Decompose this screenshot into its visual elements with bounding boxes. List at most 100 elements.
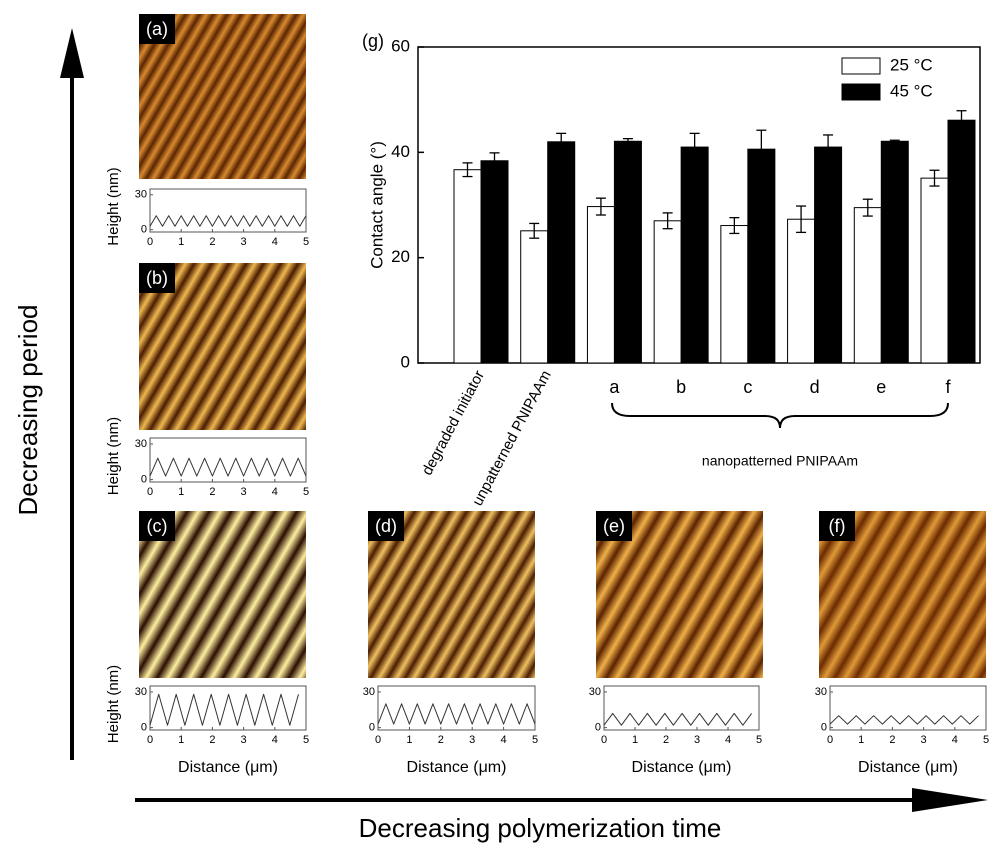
profile-frame — [149, 685, 307, 731]
y-tick-label: 30 — [135, 438, 147, 450]
x-tick-label: 4 — [952, 734, 958, 746]
bar — [880, 140, 909, 364]
x-tick-label: 2 — [889, 734, 895, 746]
bar — [547, 141, 576, 364]
x-tick-label: 5 — [303, 734, 309, 746]
y-axis-title: Height (nm) — [105, 665, 122, 743]
profile-frame — [149, 437, 307, 483]
x-tick-label: 1 — [406, 734, 412, 746]
profile-line — [829, 715, 979, 725]
y-tick-label: 0 — [369, 722, 375, 734]
x-tick-label: 0 — [147, 734, 153, 746]
profile-line — [149, 215, 307, 227]
profile-line — [149, 457, 307, 477]
x-tick-label: 5 — [303, 486, 309, 498]
bar — [920, 177, 949, 364]
bar — [680, 146, 709, 364]
x-tick-label: f — [945, 377, 951, 397]
x-tick-label: 2 — [209, 486, 215, 498]
profile-frame — [603, 685, 760, 731]
x-tick-label: unpatterned PNIPAAm — [469, 368, 555, 509]
y-tick-label: 30 — [135, 686, 147, 698]
panel-label-bg — [139, 14, 175, 44]
panel-label-bg — [819, 511, 855, 541]
x-tick-label: 2 — [209, 734, 215, 746]
bar — [480, 160, 509, 364]
bar — [586, 206, 615, 364]
bar — [520, 230, 549, 364]
x-tick-label: 4 — [272, 486, 278, 498]
y-tick-label: 60 — [391, 36, 410, 55]
panel-label: (b) — [146, 268, 168, 288]
y-axis-title: Height (nm) — [105, 417, 122, 495]
y-tick-label: 0 — [141, 474, 147, 486]
x-tick-label: a — [609, 377, 620, 397]
x-tick-label: 0 — [827, 734, 833, 746]
x-tick-label: 3 — [694, 734, 700, 746]
x-axis-title: Distance (μm) — [178, 759, 278, 776]
y-tick-label: 0 — [821, 722, 827, 734]
x-tick-label: 1 — [178, 486, 184, 498]
legend-label: 25 °C — [890, 55, 933, 74]
x-tick-label: b — [676, 377, 686, 397]
y-axis-title: Contact angle (°) — [367, 141, 386, 269]
y-tick-label: 0 — [595, 722, 601, 734]
x-tick-label: 1 — [178, 236, 184, 248]
y-tick-label: 30 — [135, 189, 147, 201]
panel-label: (e) — [603, 516, 625, 536]
y-tick-label: 0 — [401, 352, 410, 371]
panel-label: (c) — [147, 516, 168, 536]
x-tick-label: 5 — [303, 236, 309, 248]
panel-label: (d) — [375, 516, 397, 536]
profile-frame — [377, 685, 536, 731]
profile-line — [377, 703, 536, 725]
profile-line — [149, 693, 299, 726]
x-tick-label: 5 — [532, 734, 538, 746]
x-tick-label: e — [876, 377, 886, 397]
x-tick-label: degraded initiator — [419, 368, 488, 478]
legend-label: 45 °C — [890, 81, 933, 100]
x-tick-label: 0 — [601, 734, 607, 746]
bar — [613, 140, 642, 364]
panel-label-bg — [368, 511, 404, 541]
bar — [814, 146, 843, 364]
x-tick-label: 2 — [209, 236, 215, 248]
horizontal-arrow-head — [912, 788, 988, 812]
y-tick-label: 30 — [589, 686, 601, 698]
panel-label-bg — [596, 511, 632, 541]
x-axis-title: Distance (μm) — [407, 759, 507, 776]
x-tick-label: c — [743, 377, 752, 397]
y-tick-label: 0 — [141, 224, 147, 236]
y-tick-label: 30 — [363, 686, 375, 698]
y-tick-label: 40 — [391, 142, 410, 161]
x-tick-label: 3 — [241, 734, 247, 746]
x-tick-label: 0 — [375, 734, 381, 746]
x-tick-label: 0 — [147, 486, 153, 498]
x-tick-label: 1 — [178, 734, 184, 746]
x-tick-label: 4 — [272, 734, 278, 746]
profile-line — [603, 712, 753, 726]
x-tick-label: 3 — [921, 734, 927, 746]
bar — [787, 218, 816, 364]
x-tick-label: d — [810, 377, 820, 397]
panel-label-bg — [139, 511, 175, 541]
group-brace — [611, 402, 949, 429]
x-tick-label: 1 — [858, 734, 864, 746]
y-tick-label: 30 — [815, 686, 827, 698]
panel-label-bg — [139, 263, 175, 293]
vertical-arrow-label: Decreasing period — [13, 304, 43, 515]
panel-label: (a) — [146, 19, 168, 39]
x-tick-label: 4 — [272, 236, 278, 248]
horizontal-arrow-label: Decreasing polymerization time — [359, 813, 722, 843]
x-tick-label: 4 — [725, 734, 731, 746]
x-axis-title: Distance (μm) — [632, 759, 732, 776]
x-tick-label: 5 — [983, 734, 989, 746]
x-tick-label: 4 — [501, 734, 507, 746]
x-tick-label: 0 — [147, 236, 153, 248]
group-label: nanopatterned PNIPAAm — [702, 453, 858, 469]
bar — [720, 225, 749, 364]
x-tick-label: 2 — [438, 734, 444, 746]
profile-frame — [149, 188, 307, 233]
legend-swatch — [841, 83, 881, 101]
